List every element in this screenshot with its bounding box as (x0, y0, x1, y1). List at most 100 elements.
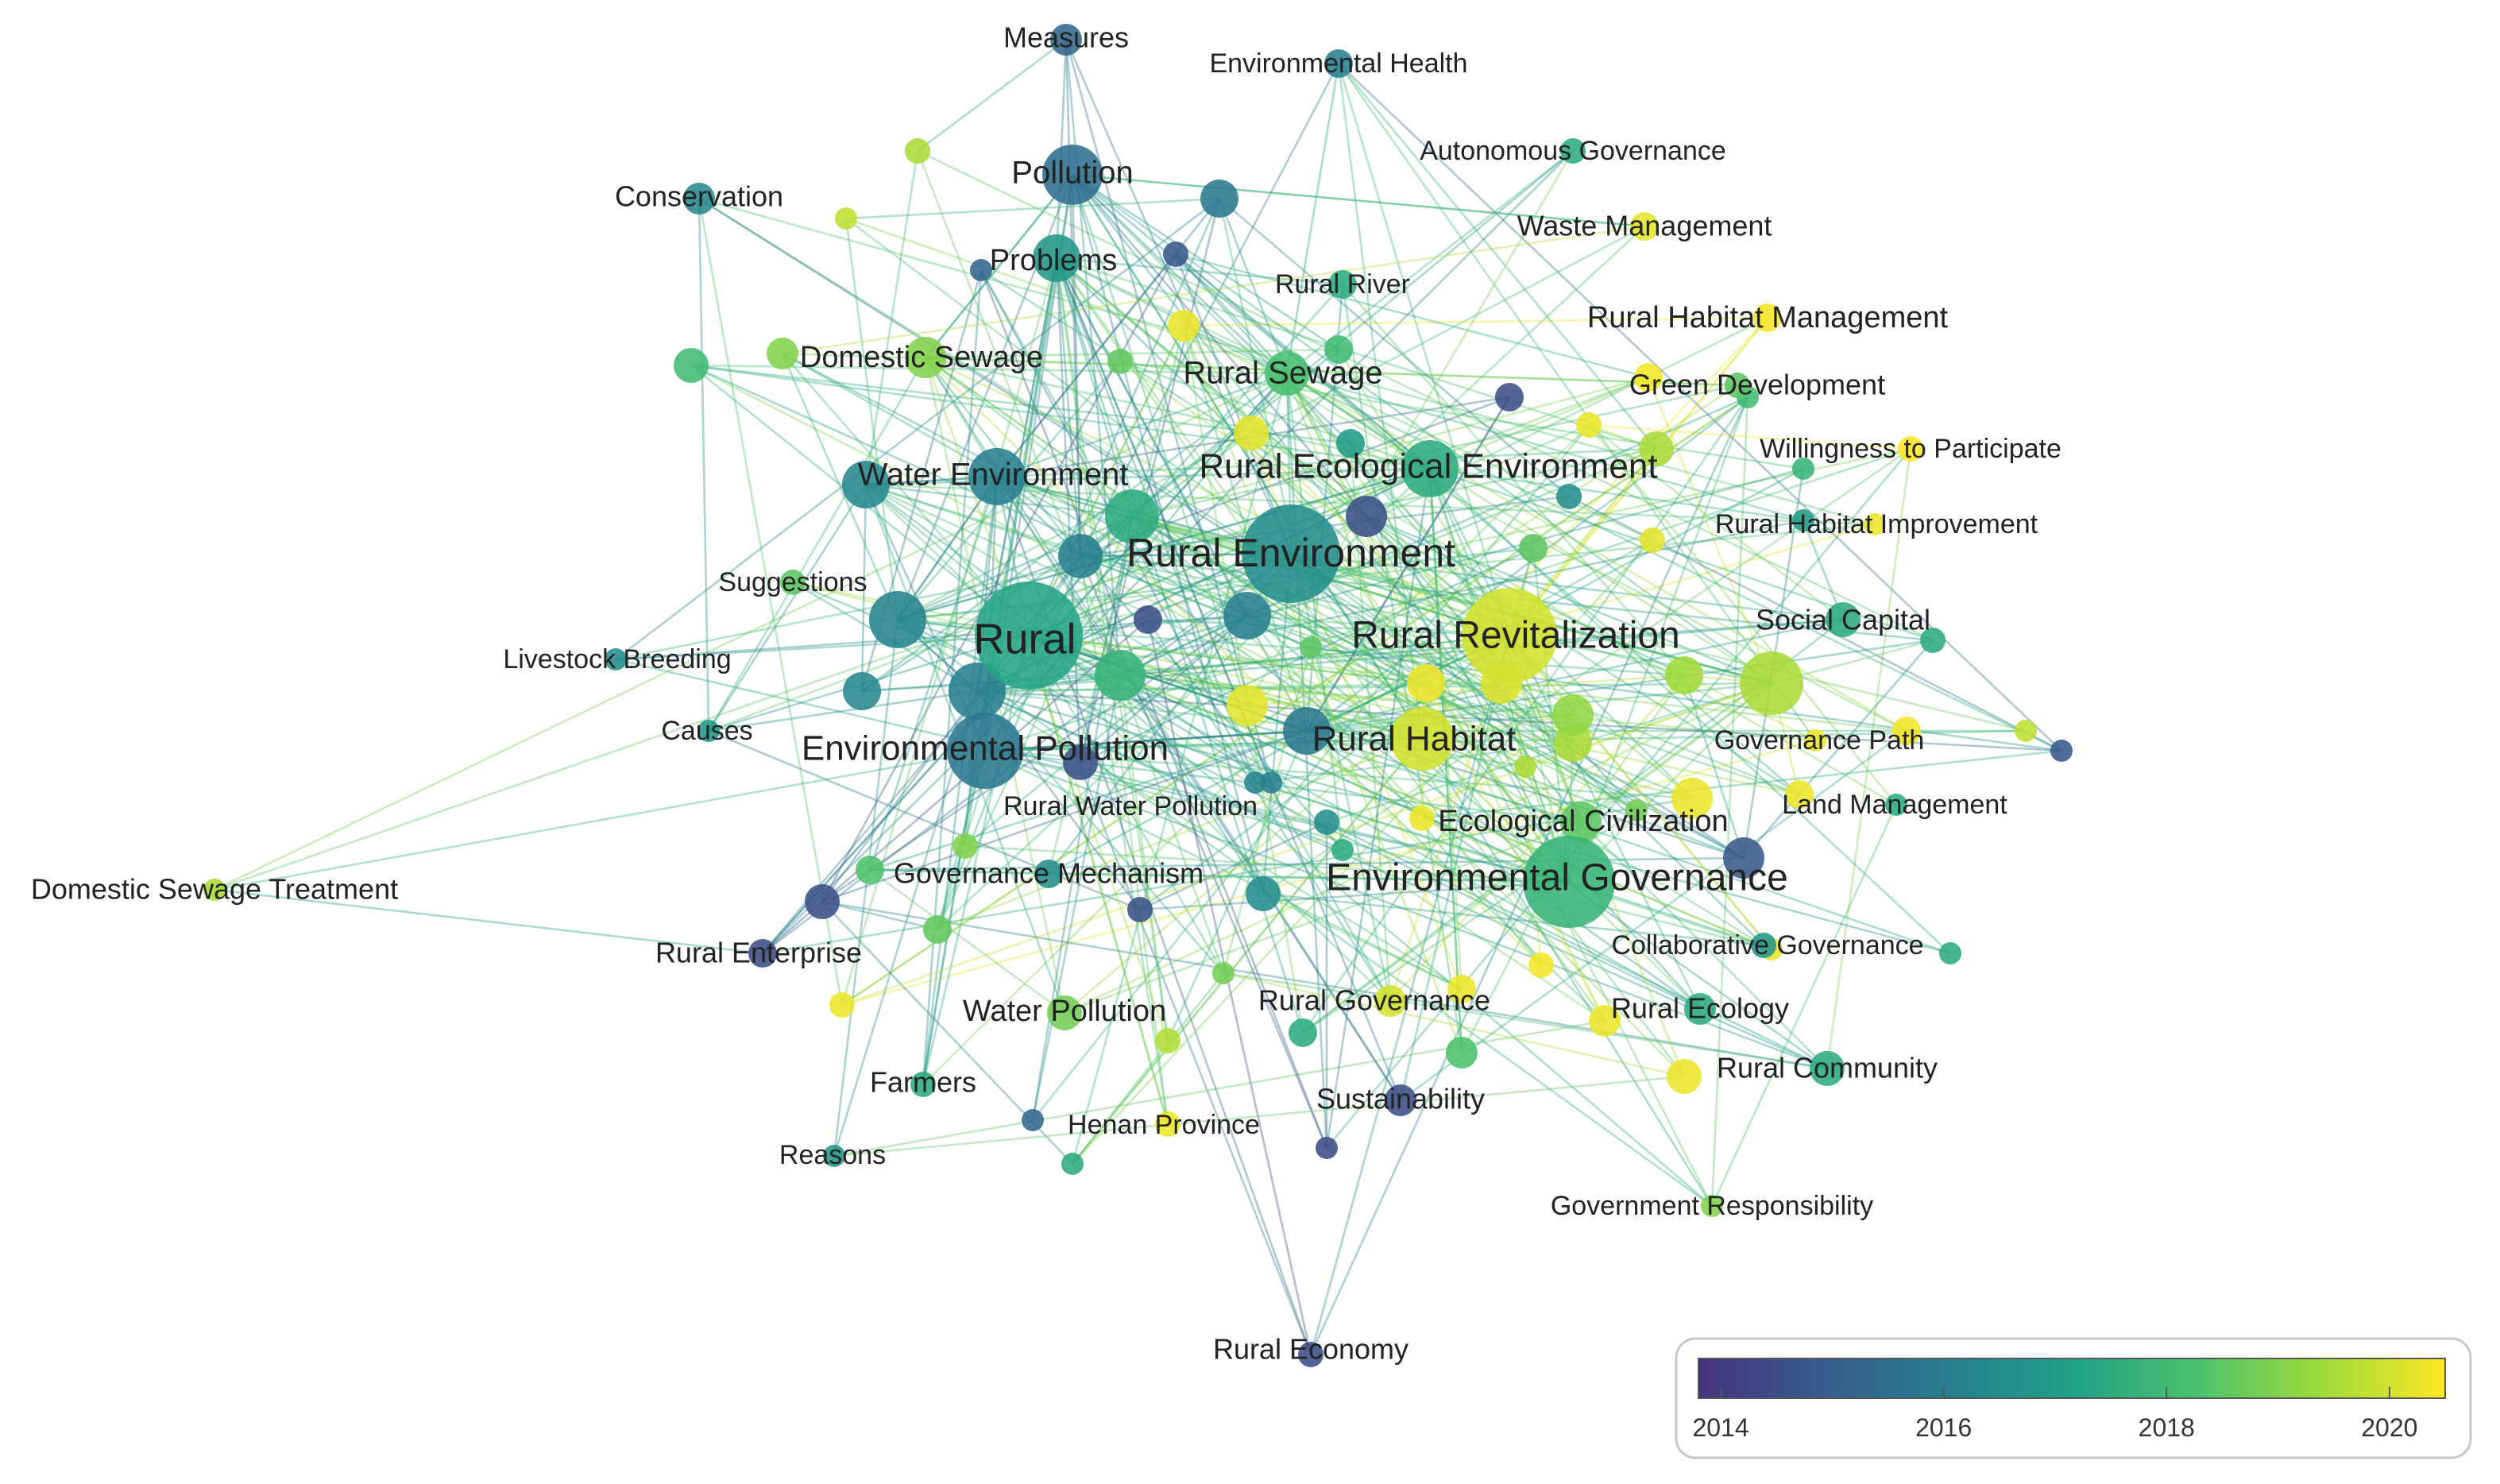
network-edge (1425, 682, 1582, 823)
network-edge (1072, 173, 1772, 685)
node-rural-community (1810, 1051, 1845, 1086)
network-node (952, 833, 978, 859)
network-edge (1065, 39, 1293, 555)
network-edge (1429, 468, 1951, 954)
node-rural-river (1328, 270, 1357, 299)
network-edge (1223, 972, 1685, 1078)
network-edge (976, 690, 2062, 752)
network-edge (833, 619, 899, 1157)
network-node (1200, 180, 1238, 218)
network-edge (762, 150, 1574, 954)
network-edge (1131, 515, 1637, 812)
network-edge (1246, 614, 1800, 796)
network-edge (922, 424, 1590, 1085)
node-rural-habitat (1390, 707, 1454, 771)
network-edge (995, 476, 1402, 1101)
network-edge (984, 729, 1308, 752)
network-node (1163, 242, 1188, 267)
network-edge (1027, 635, 1169, 1125)
network-edge (865, 484, 1391, 1002)
network-edge (897, 555, 1081, 621)
network-node (1634, 363, 1663, 392)
network-edge (1028, 447, 1911, 637)
network-edge (1290, 552, 1574, 744)
network-edge (897, 467, 1431, 621)
network-edge (1182, 325, 1308, 732)
network-node (1336, 429, 1365, 458)
node-label: Domestic Sewage Treatment (31, 873, 398, 906)
network-edge (924, 357, 1169, 1042)
network-node (1667, 1059, 1702, 1094)
network-node (1740, 651, 1803, 715)
network-node (1223, 592, 1271, 640)
network-edge (1262, 553, 1293, 895)
node-conservation (683, 183, 715, 214)
network-node (1061, 1153, 1084, 1175)
node-rural-ecology (1684, 993, 1716, 1025)
network-edge (1071, 738, 1424, 1165)
network-edge (937, 737, 1423, 931)
node-government-responsibility (1701, 1195, 1723, 1217)
node-label: Suggestions (718, 567, 867, 597)
node-label: Ecological Civilization (1438, 805, 1728, 838)
node-label: Rural Habitat (1312, 720, 1517, 759)
network-edge (1389, 674, 1685, 1002)
network-node (1331, 839, 1354, 861)
network-node (1227, 685, 1268, 726)
network-edge (964, 844, 1570, 883)
network-edge (1056, 257, 1657, 450)
network-node (1665, 656, 1703, 694)
network-edge (214, 749, 986, 891)
node-environmental-pollution (947, 713, 1023, 789)
network-edge (917, 149, 1934, 642)
network-edge (1326, 448, 1911, 1149)
network-edge (781, 353, 899, 620)
legend-tick-label: 2018 (2139, 1413, 2195, 1442)
node-measures (1050, 24, 1082, 56)
network-edge (1254, 781, 1772, 951)
network-edge (984, 447, 1911, 752)
network-node (1022, 1109, 1044, 1131)
node-willingness-to-participate (1898, 436, 1923, 462)
node-rural-ecological-environment (1401, 440, 1459, 497)
network-edge (897, 225, 1645, 621)
network-edge (1246, 523, 1876, 707)
node-layer (203, 24, 2073, 1367)
network-edge (925, 357, 1542, 966)
node-sustainability (1385, 1084, 1416, 1116)
network-edge (1028, 634, 1423, 740)
network-node (1063, 745, 1098, 780)
network-edge (1055, 257, 1308, 732)
network-edge (1080, 555, 1343, 851)
network-edge (869, 729, 1308, 871)
network-edge (897, 618, 1713, 1208)
network-edge (1071, 972, 1225, 1165)
network-edge (1183, 316, 1768, 327)
network-edge (976, 690, 1343, 852)
network-edge (1305, 396, 1511, 732)
network-edge (1080, 431, 1252, 558)
network-edge (976, 634, 1510, 693)
network-edge (924, 174, 1074, 358)
network-edge (1139, 821, 1327, 911)
network-edge (924, 174, 1074, 358)
network-edge (1080, 555, 1312, 649)
network-node (767, 338, 798, 369)
network-node (1556, 484, 1582, 509)
network-edge (1286, 372, 1907, 732)
network-edge (1285, 373, 1571, 883)
network-edge (821, 900, 1828, 1070)
network-edge (821, 900, 938, 931)
node-land-management (1885, 794, 1907, 816)
network-edge (1588, 423, 1911, 450)
network-edge (1246, 614, 1526, 768)
network-edge (841, 739, 1816, 1007)
node-rural-enterprise (748, 939, 777, 968)
network-edge (976, 690, 1951, 955)
network-edge (1710, 396, 1749, 1207)
network-edge (1306, 618, 1844, 732)
network-edge (841, 396, 1748, 1007)
network-edge (698, 197, 1574, 744)
network-edge (1223, 972, 1828, 1070)
